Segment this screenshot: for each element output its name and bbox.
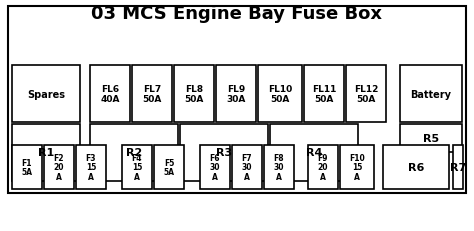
Bar [346, 66, 386, 122]
Text: Battery: Battery [410, 89, 452, 99]
Text: FL12
50A: FL12 50A [354, 85, 378, 103]
Text: R6: R6 [408, 162, 424, 172]
Text: FL11
50A: FL11 50A [312, 85, 336, 103]
Bar [270, 125, 358, 181]
Bar [308, 145, 338, 189]
Bar [12, 125, 80, 181]
Text: FL7
50A: FL7 50A [142, 85, 162, 103]
Text: FL9
30A: FL9 30A [226, 85, 246, 103]
Bar [76, 145, 106, 189]
Text: FL10
50A: FL10 50A [268, 85, 292, 103]
Bar [232, 145, 262, 189]
Bar [154, 145, 184, 189]
Text: F4
15
A: F4 15 A [132, 153, 142, 181]
Bar [90, 125, 178, 181]
Bar [453, 145, 463, 189]
Text: F9
20
A: F9 20 A [318, 153, 328, 181]
Text: F6
30
A: F6 30 A [210, 153, 220, 181]
Bar [174, 66, 214, 122]
Text: FL8
50A: FL8 50A [184, 85, 204, 103]
Text: R2: R2 [126, 148, 142, 158]
Text: R4: R4 [306, 148, 322, 158]
Bar [8, 7, 466, 193]
Bar [44, 145, 74, 189]
Bar [340, 145, 374, 189]
Text: R5: R5 [423, 134, 439, 143]
Bar [12, 145, 42, 189]
Text: R7: R7 [450, 162, 466, 172]
Bar [383, 145, 449, 189]
Bar [400, 125, 462, 152]
Text: F3
15
A: F3 15 A [86, 153, 96, 181]
Bar [12, 66, 80, 122]
Text: F5
5A: F5 5A [164, 158, 174, 176]
Text: F10
15
A: F10 15 A [349, 153, 365, 181]
Bar [90, 66, 130, 122]
Bar [180, 125, 268, 181]
Text: FL6
40A: FL6 40A [100, 85, 120, 103]
Text: R3: R3 [216, 148, 232, 158]
Bar [258, 66, 302, 122]
Bar [122, 145, 152, 189]
Text: R1: R1 [38, 148, 54, 158]
Text: F8
30
A: F8 30 A [273, 153, 284, 181]
Text: 03 MCS Engine Bay Fuse Box: 03 MCS Engine Bay Fuse Box [91, 5, 383, 23]
Bar [264, 145, 294, 189]
Text: F7
30
A: F7 30 A [242, 153, 252, 181]
Bar [200, 145, 230, 189]
Bar [400, 66, 462, 122]
Bar [304, 66, 344, 122]
Bar [132, 66, 172, 122]
Text: Spares: Spares [27, 89, 65, 99]
Text: F2
20
A: F2 20 A [54, 153, 64, 181]
Bar [216, 66, 256, 122]
Text: F1
5A: F1 5A [21, 158, 33, 176]
